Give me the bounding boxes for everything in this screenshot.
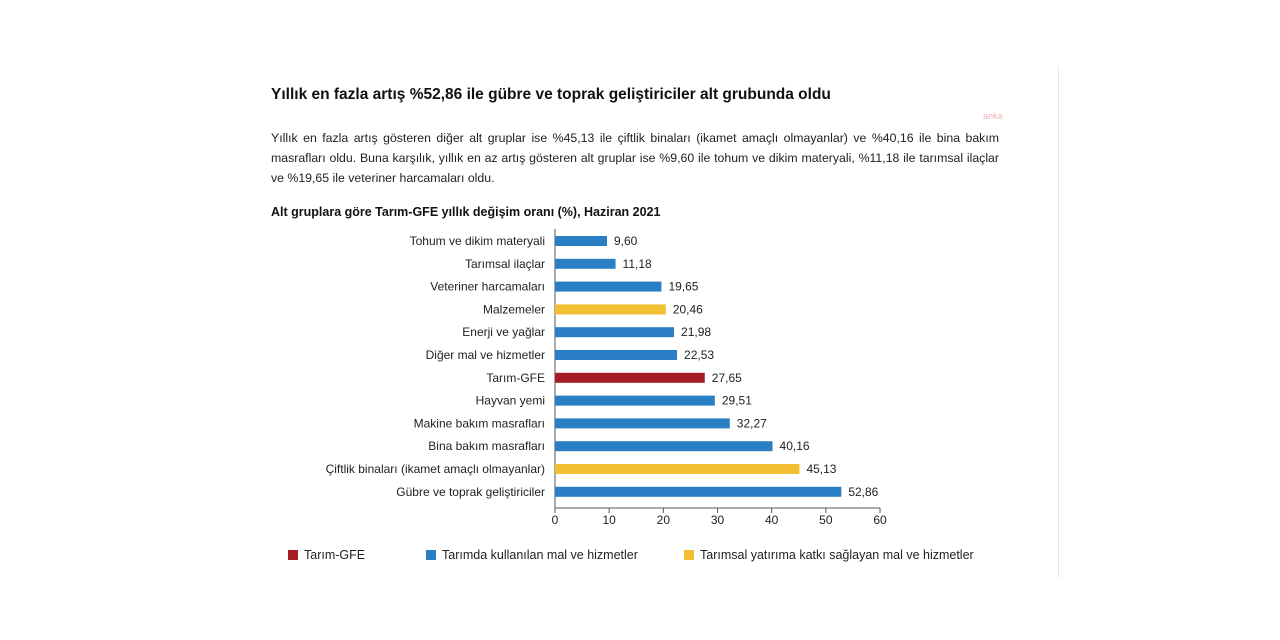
article-paragraph: Yıllık en fazla artış gösteren diğer alt…	[271, 131, 999, 185]
category-label: Hayvan yemi	[476, 394, 545, 408]
value-label: 40,16	[780, 439, 810, 453]
value-label: 20,46	[673, 302, 703, 316]
value-label: 9,60	[614, 234, 638, 248]
x-tick-label: 60	[873, 513, 887, 527]
x-tick-label: 0	[552, 513, 559, 527]
x-tick-label: 40	[765, 513, 779, 527]
category-label: Tarım-GFE	[486, 371, 545, 385]
bar	[555, 236, 607, 246]
bar	[555, 395, 715, 406]
legend-label-mal-hizmet: Tarımda kullanılan mal ve hizmetler	[442, 548, 638, 562]
value-label: 27,65	[712, 371, 742, 385]
legend-label-yatirim: Tarımsal yatırıma katkı sağlayan mal ve …	[700, 548, 974, 562]
bar	[555, 464, 800, 474]
legend-item-mal-hizmet: Tarımda kullanılan mal ve hizmetler	[426, 548, 638, 562]
bar	[555, 441, 773, 452]
bar	[555, 258, 616, 269]
bar	[555, 304, 666, 315]
value-label: 45,13	[806, 462, 836, 476]
legend-swatch-tarim-gfe	[288, 550, 298, 560]
category-label: Tarımsal ilaçlar	[465, 257, 545, 271]
legend-item-yatirim: Tarımsal yatırıma katkı sağlayan mal ve …	[684, 548, 974, 562]
x-tick-label: 30	[711, 513, 725, 527]
value-label: 19,65	[668, 280, 698, 294]
category-label: Enerji ve yağlar	[462, 325, 545, 339]
legend-swatch-mal-hizmet	[426, 550, 436, 560]
category-label: Makine bakım masrafları	[414, 416, 545, 430]
x-tick-label: 20	[657, 513, 671, 527]
bar	[555, 327, 675, 338]
category-label: Bina bakım masrafları	[428, 439, 545, 453]
bar	[555, 350, 678, 360]
bar	[555, 418, 730, 429]
value-label: 11,18	[623, 257, 652, 271]
category-label: Diğer mal ve hizmetler	[426, 348, 545, 362]
x-tick-label: 10	[602, 513, 616, 527]
value-label: 29,51	[722, 394, 752, 408]
bar	[555, 486, 842, 497]
value-label: 21,98	[681, 325, 711, 339]
chart-title: Alt gruplara göre Tarım-GFE yıllık değiş…	[271, 205, 661, 219]
value-label: 52,86	[848, 485, 878, 499]
legend-swatch-yatirim	[684, 550, 694, 560]
legend-label-tarim-gfe: Tarım-GFE	[304, 548, 366, 562]
article-headline: Yıllık en fazla artış %52,86 ile gübre v…	[271, 86, 831, 103]
category-label: Tohum ve dikim materyali	[410, 234, 545, 248]
category-label: Veteriner harcamaları	[430, 280, 545, 294]
bar	[555, 372, 705, 383]
legend-item-tarim-gfe: Tarım-GFE	[288, 548, 365, 562]
x-tick-label: 50	[819, 513, 833, 527]
category-label: Çiftlik binaları (ikamet amaçlı olmayanl…	[326, 462, 545, 476]
page-divider	[1058, 66, 1059, 578]
category-label: Malzemeler	[483, 302, 545, 316]
agency-watermark: anka	[983, 111, 1003, 121]
bar	[555, 281, 662, 292]
value-label: 32,27	[737, 416, 767, 430]
chart-legend: Tarım-GFE Tarımda kullanılan mal ve hizm…	[0, 548, 1280, 568]
value-label: 22,53	[684, 348, 714, 362]
category-label: Gübre ve toprak geliştiriciler	[396, 485, 545, 499]
